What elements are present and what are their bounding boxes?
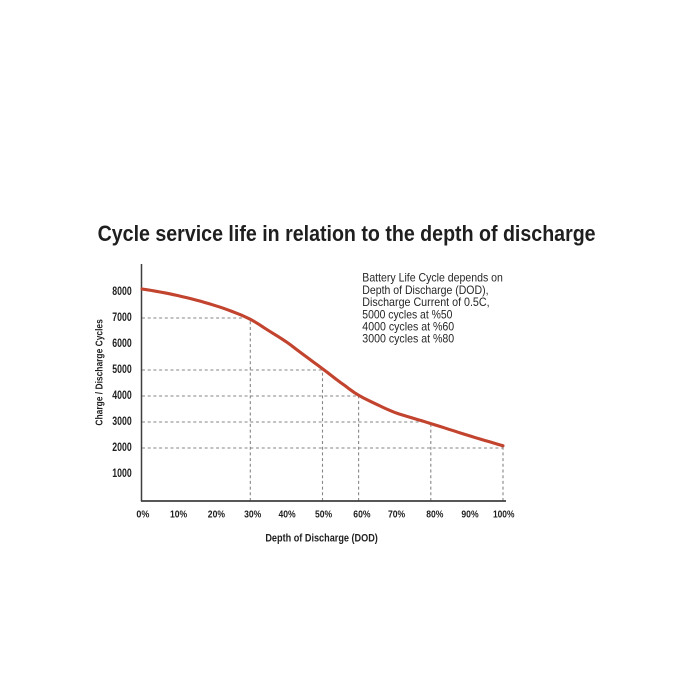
svg-text:Battery Life Cycle depends on: Battery Life Cycle depends on <box>362 271 503 285</box>
svg-text:5000: 5000 <box>112 363 132 376</box>
svg-text:2000: 2000 <box>112 441 132 454</box>
svg-text:6000: 6000 <box>112 337 132 350</box>
svg-text:10%: 10% <box>170 510 187 521</box>
svg-text:3000: 3000 <box>112 415 132 428</box>
svg-text:100%: 100% <box>493 510 515 521</box>
svg-text:4000 cycles at %60: 4000 cycles at %60 <box>362 320 454 334</box>
svg-text:1000: 1000 <box>112 467 132 480</box>
svg-text:Depth of Discharge (DOD): Depth of Discharge (DOD) <box>265 533 378 545</box>
svg-text:90%: 90% <box>461 510 478 521</box>
svg-text:7000: 7000 <box>112 311 132 324</box>
svg-text:Depth of Discharge (DOD),: Depth of Discharge (DOD), <box>362 283 488 297</box>
svg-text:30%: 30% <box>244 510 261 521</box>
svg-text:80%: 80% <box>426 510 443 521</box>
svg-text:Cycle service life in relation: Cycle service life in relation to the de… <box>98 221 596 246</box>
svg-text:4000: 4000 <box>112 389 132 402</box>
svg-text:Charge / Discharge Cycles: Charge / Discharge Cycles <box>94 319 106 426</box>
svg-text:0%: 0% <box>136 510 149 521</box>
svg-text:3000 cycles at %80: 3000 cycles at %80 <box>362 332 454 346</box>
svg-text:40%: 40% <box>279 510 296 521</box>
svg-text:60%: 60% <box>353 510 370 521</box>
svg-text:Discharge Current of 0.5C,: Discharge Current of 0.5C, <box>362 295 489 309</box>
svg-text:70%: 70% <box>388 510 405 521</box>
svg-text:5000 cycles at %50: 5000 cycles at %50 <box>362 307 452 321</box>
svg-text:20%: 20% <box>208 510 225 521</box>
svg-text:50%: 50% <box>315 510 332 521</box>
svg-text:8000: 8000 <box>112 285 132 298</box>
